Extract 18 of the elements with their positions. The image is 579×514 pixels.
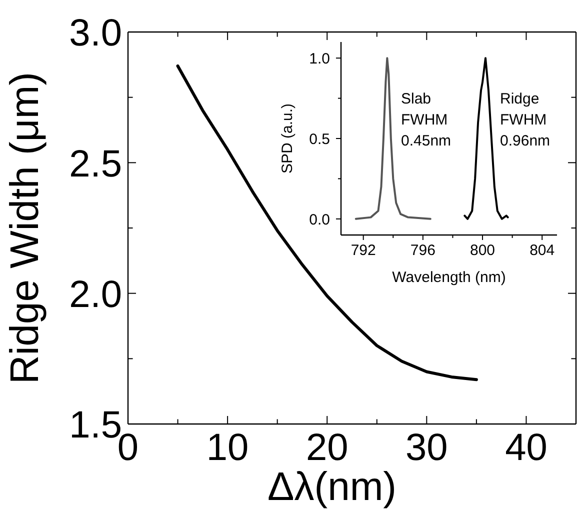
- x-tick-label: 40: [505, 427, 548, 469]
- x-tick-label: 804: [530, 242, 555, 259]
- x-tick-label: 30: [406, 427, 448, 469]
- x-tick-label: 792: [350, 242, 376, 259]
- x-tick-label: 800: [470, 242, 496, 259]
- y-tick-label: 0.0: [309, 211, 330, 228]
- y-tick-label: 0.5: [309, 130, 330, 148]
- y-tick-label: 3.0: [69, 12, 122, 55]
- y-tick-label: 1.0: [309, 50, 330, 68]
- x-tick-label: 10: [206, 427, 249, 469]
- x-tick-label: 796: [410, 242, 436, 259]
- y-tick-label: 2.5: [69, 143, 122, 186]
- annotation: Slab FWHM 0.45nm: [401, 90, 452, 150]
- y-axis-title: SPD (a.u.): [279, 103, 296, 174]
- annotation: Ridge FWHM 0.96nm: [500, 90, 550, 150]
- x-axis-title: Wavelength (nm): [392, 269, 506, 286]
- y-tick-label: 2.0: [69, 274, 122, 316]
- y-axis-title: Ridge Width (μm): [3, 72, 47, 384]
